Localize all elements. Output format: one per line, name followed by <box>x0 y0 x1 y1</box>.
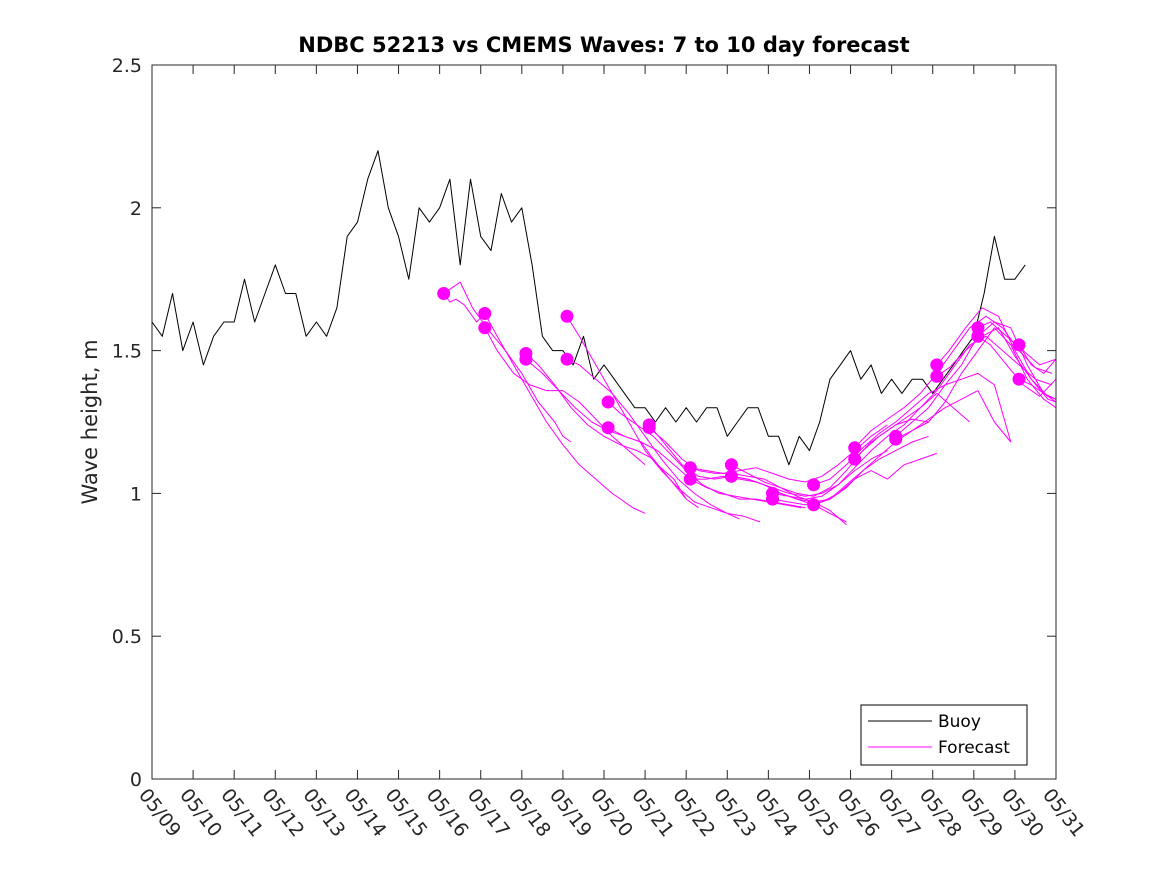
y-tick-label: 2 <box>130 198 142 220</box>
legend: Buoy Forecast <box>860 704 1028 766</box>
forecast-start-marker <box>437 287 451 300</box>
forecast-start-marker <box>807 498 821 512</box>
y-tick-label: 1 <box>130 483 142 505</box>
forecast-start-marker <box>601 421 615 435</box>
forecast-start-marker <box>560 352 574 366</box>
forecast-start-marker <box>478 321 492 335</box>
legend-label-forecast: Forecast <box>938 738 1010 758</box>
legend-box <box>860 704 1028 766</box>
forecast-series-line <box>690 450 888 497</box>
y-tick-label: 1.5 <box>112 341 142 363</box>
forecast-start-marker <box>683 472 697 486</box>
forecast-series-line <box>1018 344 1057 374</box>
plot-area <box>152 65 1056 779</box>
forecast-series-line <box>443 293 486 323</box>
forecast-start-marker <box>601 395 615 409</box>
forecast-series-line <box>484 313 646 514</box>
forecast-start-marker <box>724 458 738 472</box>
buoy-series-line <box>151 150 1026 466</box>
forecast-start-marker <box>766 492 779 506</box>
forecast-start-marker <box>642 421 656 435</box>
forecast-start-marker <box>807 478 821 492</box>
forecast-series-line <box>566 316 740 520</box>
forecast-series-line <box>813 372 1012 486</box>
forecast-start-marker <box>930 369 944 383</box>
forecast-series-line <box>484 327 646 466</box>
forecast-start-marker <box>848 452 862 466</box>
forecast-series-line <box>566 358 761 523</box>
forecast-start-marker <box>971 329 985 343</box>
forecast-series-line <box>1018 378 1057 403</box>
forecast-start-marker <box>724 469 738 483</box>
forecast-start-marker <box>1012 338 1026 352</box>
forecast-start-marker <box>683 461 697 475</box>
forecast-start-marker <box>889 432 903 446</box>
forecast-start-marker <box>848 441 862 455</box>
forecast-start-marker <box>930 358 944 372</box>
forecast-start-marker <box>1012 372 1026 386</box>
chart-title: NDBC 52213 vs CMEMS Waves: 7 to 10 day f… <box>298 33 909 57</box>
y-axis-label: Wave height, m <box>78 339 102 504</box>
forecast-series-line <box>936 307 1057 400</box>
forecast-start-marker <box>519 352 533 366</box>
forecast-start-marker <box>478 307 492 320</box>
forecast-series-line <box>854 335 1053 460</box>
forecast-start-marker <box>560 309 574 323</box>
y-tick-label: 0 <box>130 769 142 791</box>
forecast-series-line <box>772 392 971 500</box>
data-layer <box>151 150 1057 526</box>
legend-label-buoy: Buoy <box>938 712 981 732</box>
y-tick-label: 0.5 <box>112 626 142 648</box>
y-tick-label: 2.5 <box>112 55 142 77</box>
